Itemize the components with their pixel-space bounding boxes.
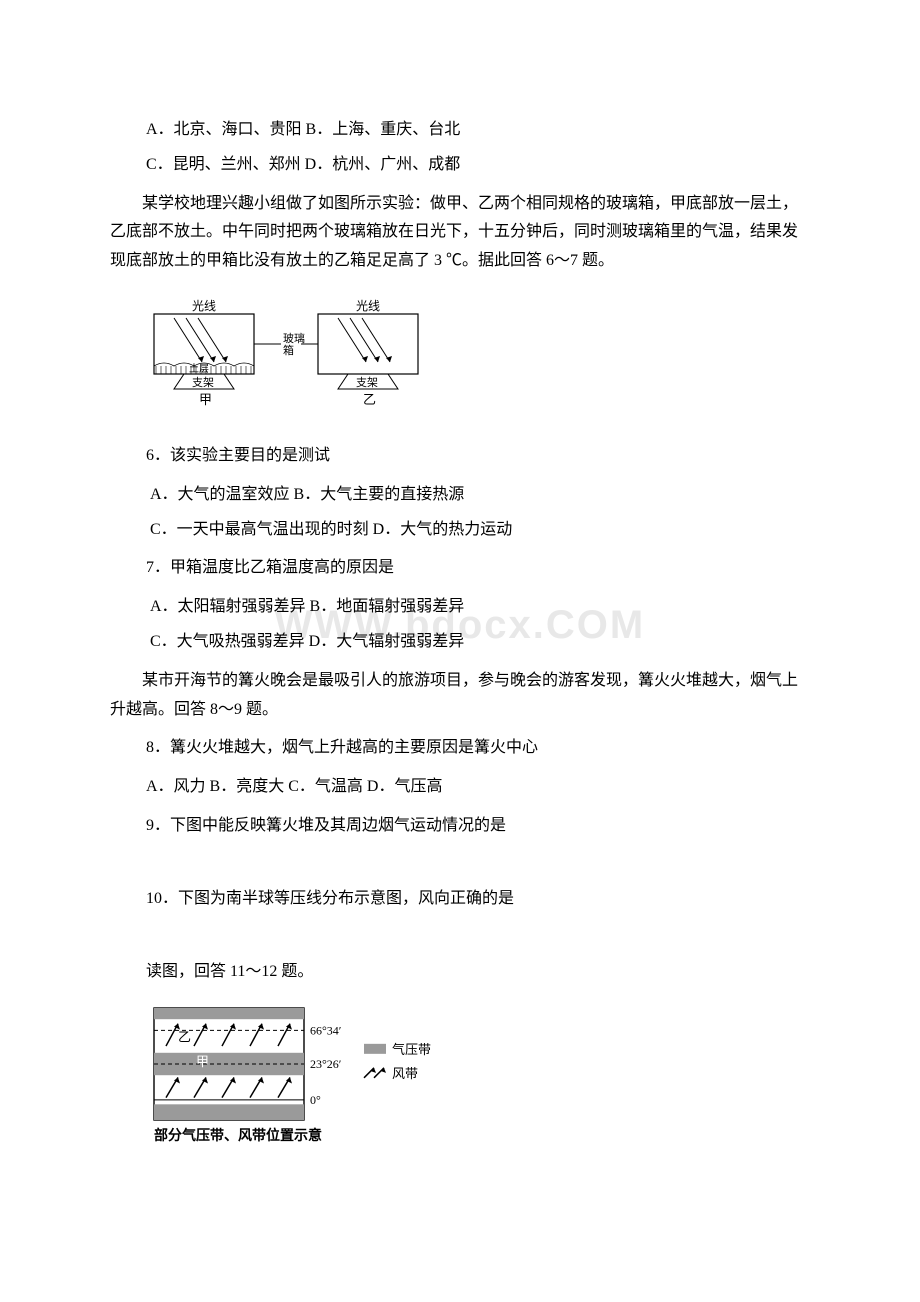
passage-map: 读图，回答 11～12 题。 [146,958,810,987]
passage-bonfire: 某市开海节的篝火晚会是最吸引人的旅游项目，参与晚会的游客发现，篝火火堆越大，烟气… [110,667,810,725]
q7-opt-cd: C．大气吸热强弱差异 D．大气辐射强弱差异 [150,628,810,657]
svg-text:光线: 光线 [356,299,380,313]
pressure-belt-diagram: 66°34′ 乙 23°26′ 甲 0° 气压带风带部分气压带、风带位置示意 [146,1004,810,1154]
q6-opt-cd: C．一天中最高气温出现的时刻 D．大气的热力运动 [150,516,810,545]
svg-text:甲: 甲 [199,392,212,407]
svg-text:玻璃: 玻璃 [283,331,305,345]
svg-text:气压带: 气压带 [392,1042,431,1057]
svg-text:甲: 甲 [196,1055,209,1070]
svg-text:土层: 土层 [189,362,209,375]
q8-stem: 8．篝火火堆越大，烟气上升越高的主要原因是篝火中心 [146,734,810,763]
svg-text:部分气压带、风带位置示意: 部分气压带、风带位置示意 [154,1127,322,1144]
q6-stem: 6．该实验主要目的是测试 [146,442,810,471]
svg-text:23°26′: 23°26′ [310,1057,342,1071]
q6-opt-ab: A．大气的温室效应 B．大气主要的直接热源 [150,481,810,510]
svg-text:支架: 支架 [192,376,214,389]
glass-box-diagram: 光线土层支架甲光线支架乙玻璃箱 [146,294,810,424]
option-line-5c: C．昆明、兰州、郑州 D．杭州、广州、成都 [146,151,810,180]
q7-stem: 7．甲箱温度比乙箱温度高的原因是 [146,554,810,583]
svg-text:支架: 支架 [356,376,378,389]
q8-opts: A．风力 B．亮度大 C．气温高 D．气压高 [146,773,810,802]
svg-text:乙: 乙 [178,1030,191,1045]
svg-text:光线: 光线 [192,299,216,313]
svg-text:66°34′: 66°34′ [310,1024,342,1038]
q7-opt-ab: A．太阳辐射强弱差异 B．地面辐射强弱差异 [150,593,810,622]
svg-text:乙: 乙 [363,392,376,407]
q10-stem: 10．下图为南半球等压线分布示意图，风向正确的是 [146,885,810,914]
svg-text:0°: 0° [310,1093,321,1107]
passage-experiment: 某学校地理兴趣小组做了如图所示实验：做甲、乙两个相同规格的玻璃箱，甲底部放一层土… [110,190,810,276]
svg-text:风带: 风带 [392,1066,418,1081]
q9-stem: 9．下图中能反映篝火堆及其周边烟气运动情况的是 [146,812,810,841]
option-line-5a: A．北京、海口、贵阳 B．上海、重庆、台北 [146,116,810,145]
svg-text:箱: 箱 [283,343,294,357]
